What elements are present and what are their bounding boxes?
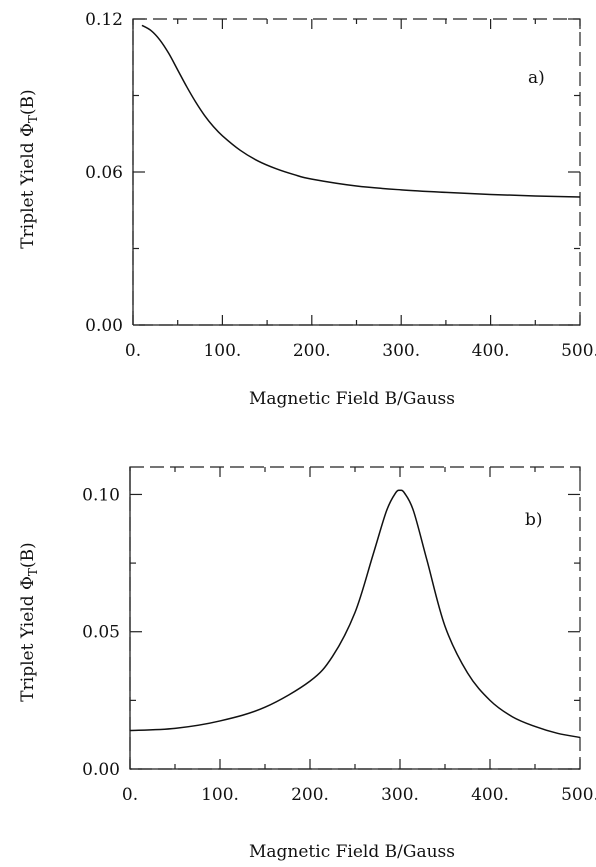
y-axis-title-a: Triplet Yield ΦT(B) [18, 89, 40, 248]
y-axis-title-a-main: Triplet Yield Φ [18, 123, 38, 249]
x-tick-label-b-3: 300. [381, 785, 419, 805]
x-axis-title-b: Magnetic Field B/Gauss [249, 842, 455, 862]
x-axis-title-a: Magnetic Field B/Gauss [249, 389, 455, 409]
plot-frame-b [129, 466, 581, 770]
plot-frame-a [132, 18, 581, 326]
y-tick-label-a-1: 0.06 [85, 163, 123, 183]
y-tick-label-b-1: 0.05 [82, 623, 120, 643]
y-axis-title-b-suffix: (B) [18, 542, 38, 568]
series-line-a [141, 24, 581, 198]
y-tick-labels-b: 0.00 0.05 0.10 [82, 485, 120, 780]
x-tick-label-a-0: 0. [125, 341, 141, 361]
x-tick-label-a-4: 400. [472, 341, 510, 361]
y-axis-title-a-suffix: (B) [18, 89, 38, 115]
panel-label-b: b) [525, 510, 543, 530]
x-tick-label-a-3: 300. [382, 341, 420, 361]
y-tick-label-a-2: 0.12 [85, 10, 123, 30]
x-tick-labels-a: 0. 100. 200. 300. 400. 500. [125, 341, 596, 361]
y-tick-label-b-2: 0.10 [82, 485, 120, 505]
x-tick-label-b-4: 400. [471, 785, 509, 805]
x-tick-label-b-5: 500. [561, 785, 596, 805]
ticks-b [129, 467, 581, 770]
x-tick-label-a-2: 200. [293, 341, 331, 361]
chart-panel-b: 0.00 0.05 0.10 0. 100. 200. 300. 400. 500. b) M… [18, 466, 596, 862]
chart-panel-a: 0.00 0.06 0.12 0. 100. 200. 300. 400. 500. a) M… [18, 10, 596, 409]
series-line-b [129, 489, 581, 739]
x-tick-label-a-5: 500. [561, 341, 596, 361]
y-axis-title-b-main: Triplet Yield Φ [18, 576, 38, 702]
y-axis-title-b-sub: T [26, 568, 40, 576]
x-tick-labels-b: 0. 100. 200. 300. 400. 500. [122, 785, 596, 805]
y-tick-labels-a: 0.00 0.06 0.12 [85, 10, 123, 336]
x-tick-label-b-0: 0. [122, 785, 138, 805]
x-tick-label-a-1: 100. [203, 341, 241, 361]
panel-label-a: a) [528, 68, 545, 88]
ticks-a [132, 18, 581, 326]
x-tick-label-b-1: 100. [201, 785, 239, 805]
y-tick-label-b-0: 0.00 [82, 760, 120, 780]
y-axis-title-a-sub: T [26, 115, 40, 123]
y-tick-label-a-0: 0.00 [85, 316, 123, 336]
x-tick-label-b-2: 200. [291, 785, 329, 805]
y-axis-title-b: Triplet Yield ΦT(B) [18, 542, 40, 701]
